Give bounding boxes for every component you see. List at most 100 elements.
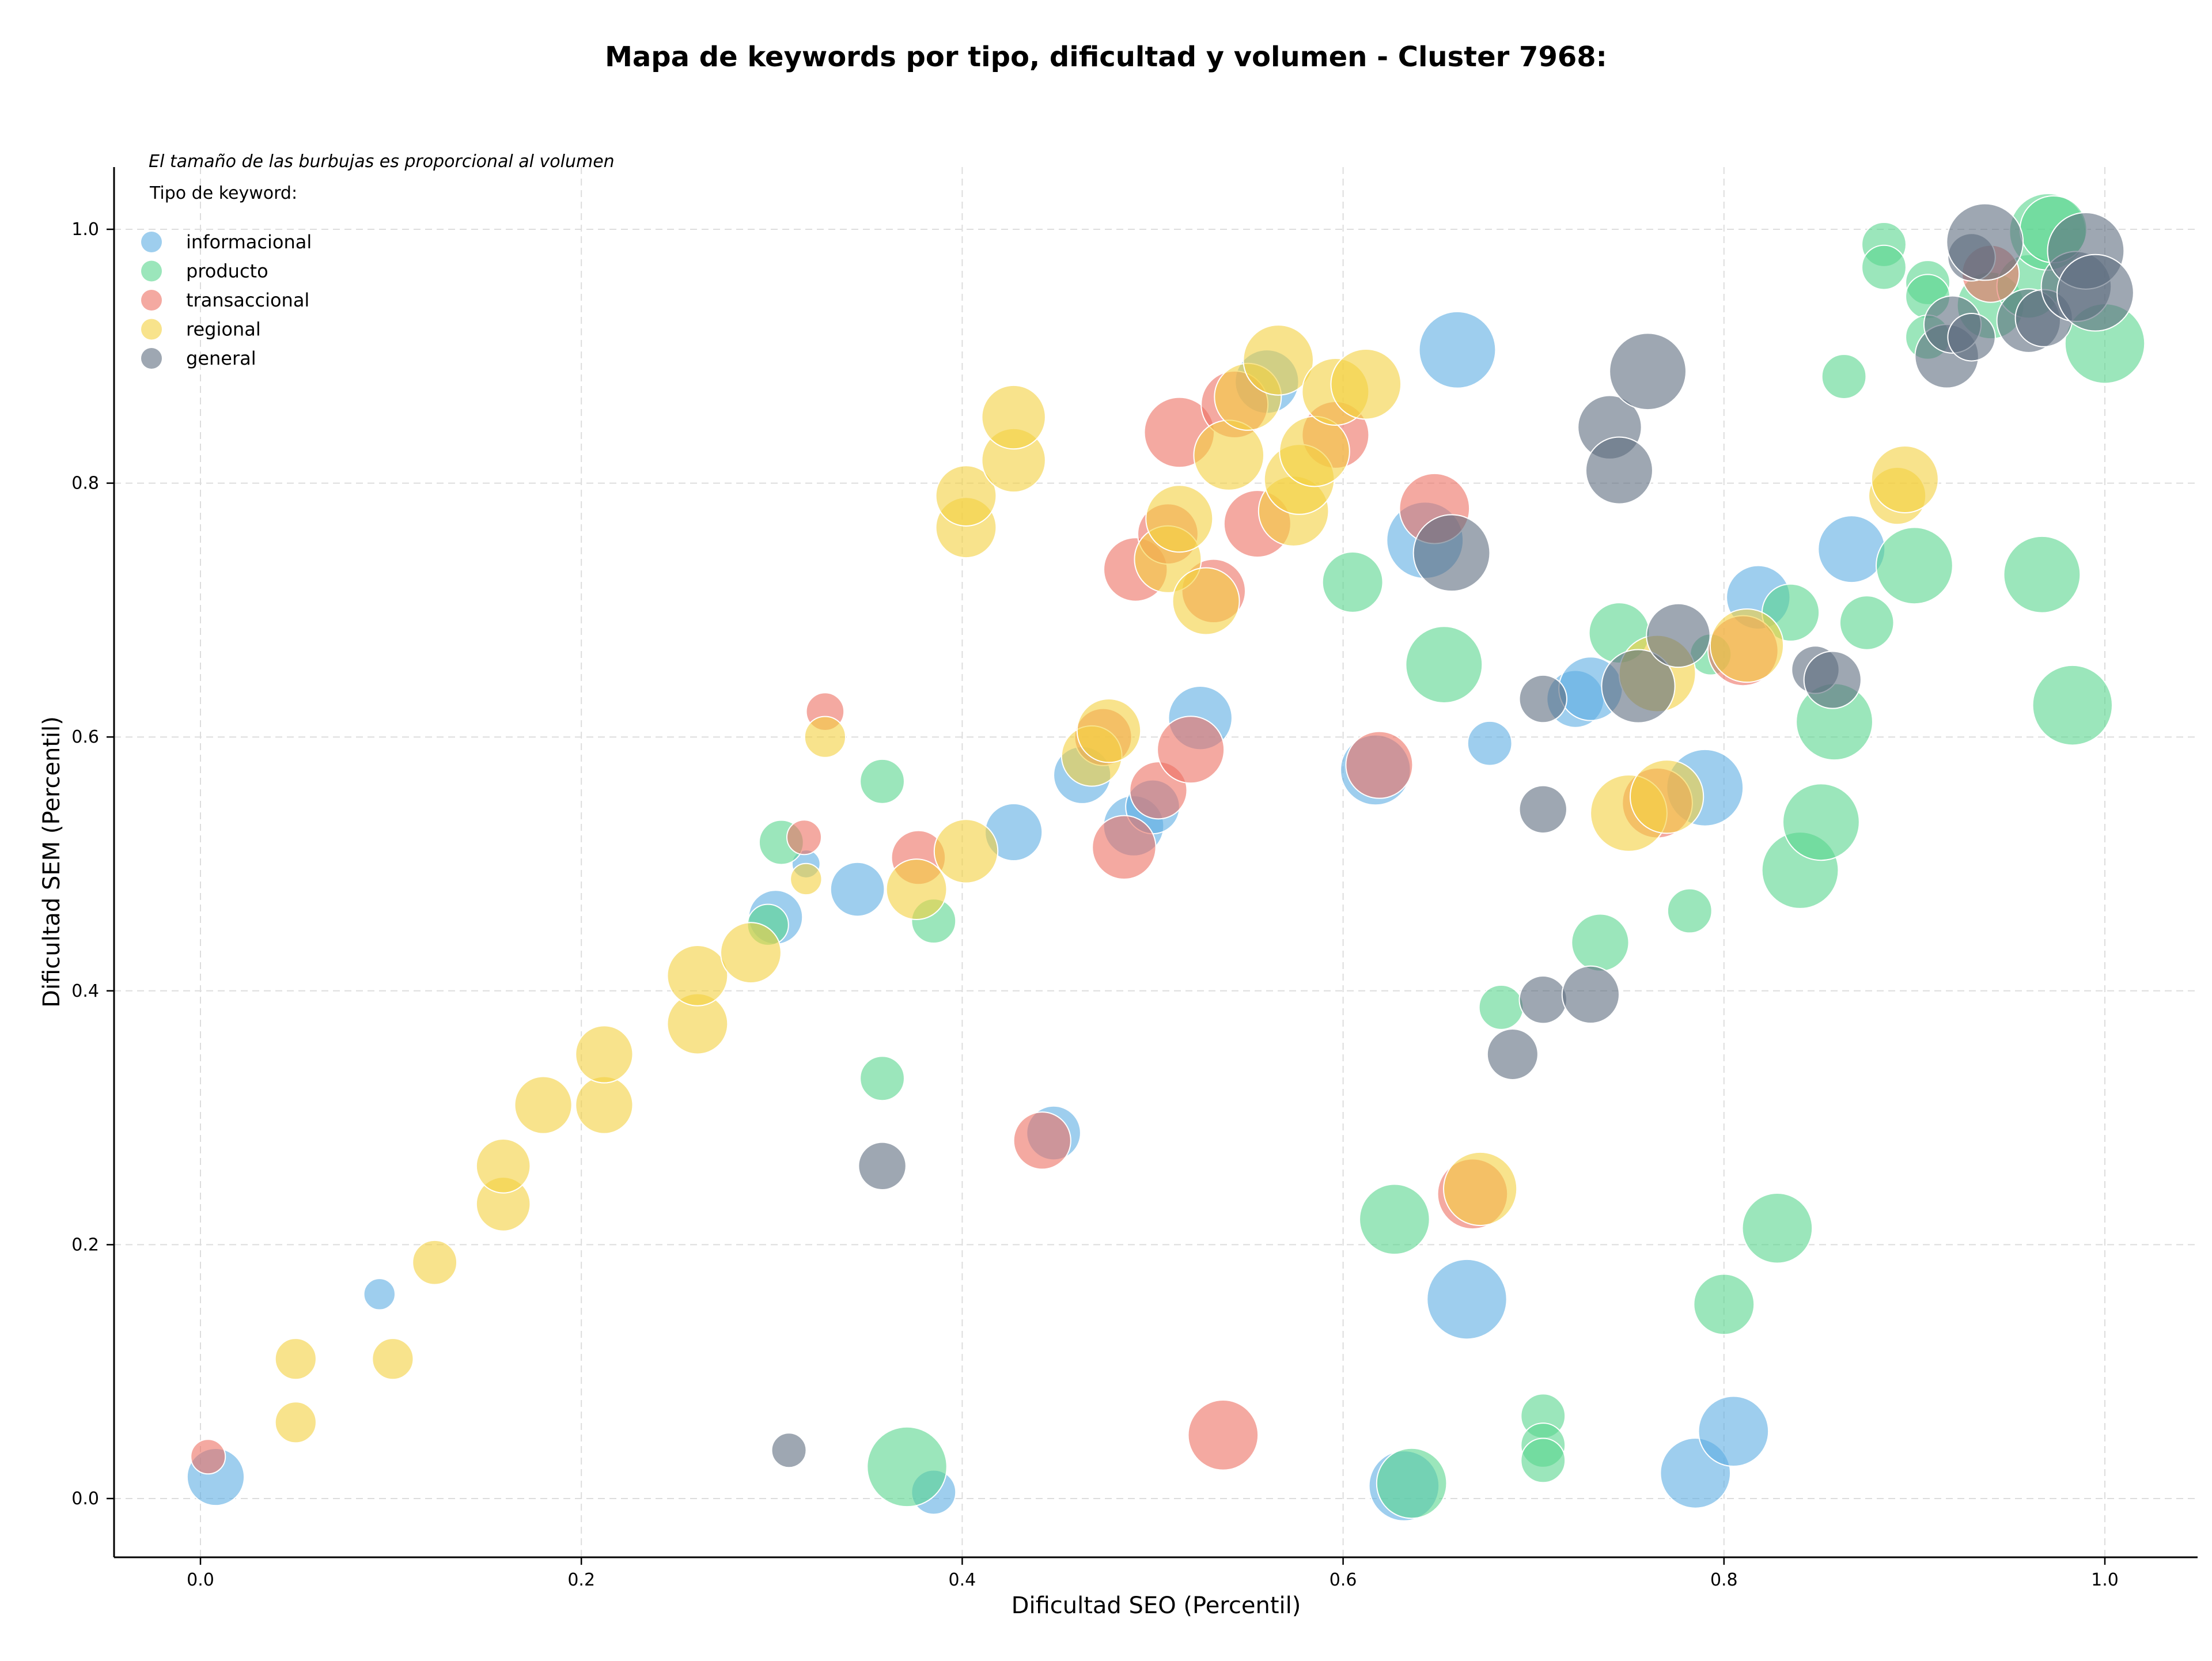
bubble-regional (720, 922, 782, 984)
bubbles-layer (186, 193, 2146, 1522)
bubble-regional (274, 1338, 317, 1380)
y-axis-label: Dificultad SEM (Percentil) (39, 716, 65, 1008)
bubble-transaccional (190, 1439, 226, 1475)
bubble-regional (885, 858, 948, 920)
bubble-general (1518, 975, 1567, 1024)
bubble-regional (981, 384, 1046, 450)
y-tick-label: 0.0 (71, 1489, 99, 1509)
bubble-regional (933, 819, 999, 884)
bubble-producto (1741, 1192, 1813, 1264)
y-tick-label: 0.6 (71, 727, 99, 747)
bubble-regional (514, 1076, 573, 1134)
bubble-producto (1478, 985, 1524, 1030)
bubble-general (2056, 253, 2134, 332)
legend-label-regional: regional (186, 319, 261, 340)
legend-label-transaccional: transaccional (186, 289, 309, 311)
bubble-regional (935, 465, 997, 527)
x-tick-label: 0.6 (1330, 1570, 1357, 1590)
bubble-producto (1861, 244, 1907, 290)
legend: El tamaño de las burbujas es proporciona… (141, 152, 615, 369)
legend-label-informacional: informacional (186, 231, 312, 253)
legend-label-producto: producto (186, 260, 268, 282)
bubble-producto (1876, 527, 1953, 605)
bubble-regional (575, 1025, 634, 1084)
y-tick-label: 0.4 (71, 981, 99, 1001)
legend-marker-regional (141, 319, 162, 340)
y-tick-label: 1.0 (71, 220, 99, 240)
y-tick-label: 0.2 (71, 1235, 99, 1255)
x-tick-label: 0.0 (187, 1570, 214, 1590)
bubble-regional (804, 716, 846, 758)
bubble-general (1946, 203, 2024, 281)
bubble-general (771, 1432, 807, 1469)
x-ticks: 0.0 0.2 0.4 0.6 0.8 1.0 (187, 1557, 2119, 1590)
bubble-regional (575, 1076, 634, 1134)
legend-marker-general (141, 348, 162, 369)
bubble-regional (1709, 608, 1785, 683)
bubble-general (1412, 514, 1491, 592)
bubble-general (1486, 1028, 1539, 1080)
bubble-producto (1405, 626, 1483, 704)
bubble-general (1518, 674, 1567, 724)
bubble-general (1518, 785, 1567, 834)
bubble-regional (274, 1401, 317, 1444)
bubble-general (858, 1141, 907, 1191)
bubble-producto (859, 758, 905, 804)
y-ticks: 0.0 0.2 0.4 0.6 0.8 1.0 (71, 220, 114, 1509)
axes (113, 167, 2198, 1558)
bubble-informacional (1426, 1258, 1508, 1340)
bubble-general (1601, 649, 1676, 724)
bubble-general (1803, 650, 1862, 709)
bubble-general (1561, 965, 1620, 1024)
legend-marker-informacional (141, 232, 162, 252)
x-axis-label: Dificultad SEO (Percentil) (1012, 1592, 1301, 1619)
legend-title: Tipo de keyword: (149, 183, 297, 203)
bubble-regional (475, 1138, 531, 1194)
bubble-transaccional (1345, 731, 1414, 799)
bubble-general (1646, 603, 1711, 668)
bubble-regional (666, 944, 729, 1007)
x-tick-label: 1.0 (2091, 1570, 2119, 1590)
bubble-transaccional (1092, 815, 1157, 880)
bubble-informacional (830, 861, 885, 917)
bubble-regional (412, 1239, 458, 1285)
legend-marker-producto (141, 260, 162, 282)
bubble-producto (2003, 535, 2081, 614)
bubble-producto (1321, 551, 1384, 613)
bubble-informacional (363, 1278, 396, 1311)
y-tick-label: 0.8 (71, 474, 99, 494)
bubble-general (1585, 436, 1653, 505)
bubble-regional (1870, 445, 1939, 513)
bubble-producto (1693, 1273, 1755, 1335)
bubble-transaccional (786, 819, 823, 856)
bubble-producto (1839, 595, 1895, 650)
bubble-producto (1782, 783, 1860, 861)
bubble-size-note: El tamaño de las burbujas es proporciona… (149, 152, 615, 172)
legend-items: informacional producto transaccional region… (141, 231, 312, 369)
bubble-producto (1571, 913, 1630, 972)
bubble-producto (1376, 1447, 1448, 1519)
legend-label-general: general (186, 347, 256, 369)
bubble-regional (1243, 324, 1314, 396)
bubble-informacional (1467, 720, 1513, 766)
legend-marker-transaccional (141, 290, 162, 311)
bubble-producto (1520, 1437, 1566, 1484)
bubble-producto (1666, 888, 1713, 934)
bubble-regional (372, 1338, 414, 1380)
bubble-transaccional (1187, 1399, 1259, 1471)
bubble-transaccional (1013, 1111, 1071, 1170)
bubble-regional (1076, 698, 1142, 763)
bubble-regional (1443, 1151, 1518, 1227)
bubble-producto (859, 1055, 905, 1102)
bubble-regional (1630, 759, 1705, 834)
x-tick-label: 0.2 (567, 1570, 595, 1590)
bubble-transaccional (1157, 716, 1225, 784)
bubble-general (1947, 313, 1996, 362)
bubble-general (1609, 332, 1687, 411)
x-tick-label: 0.8 (1710, 1570, 1738, 1590)
bubble-producto (1359, 1183, 1430, 1255)
bubble-informacional (1418, 311, 1497, 389)
x-tick-label: 0.4 (949, 1570, 976, 1590)
bubble-regional (1193, 419, 1265, 491)
